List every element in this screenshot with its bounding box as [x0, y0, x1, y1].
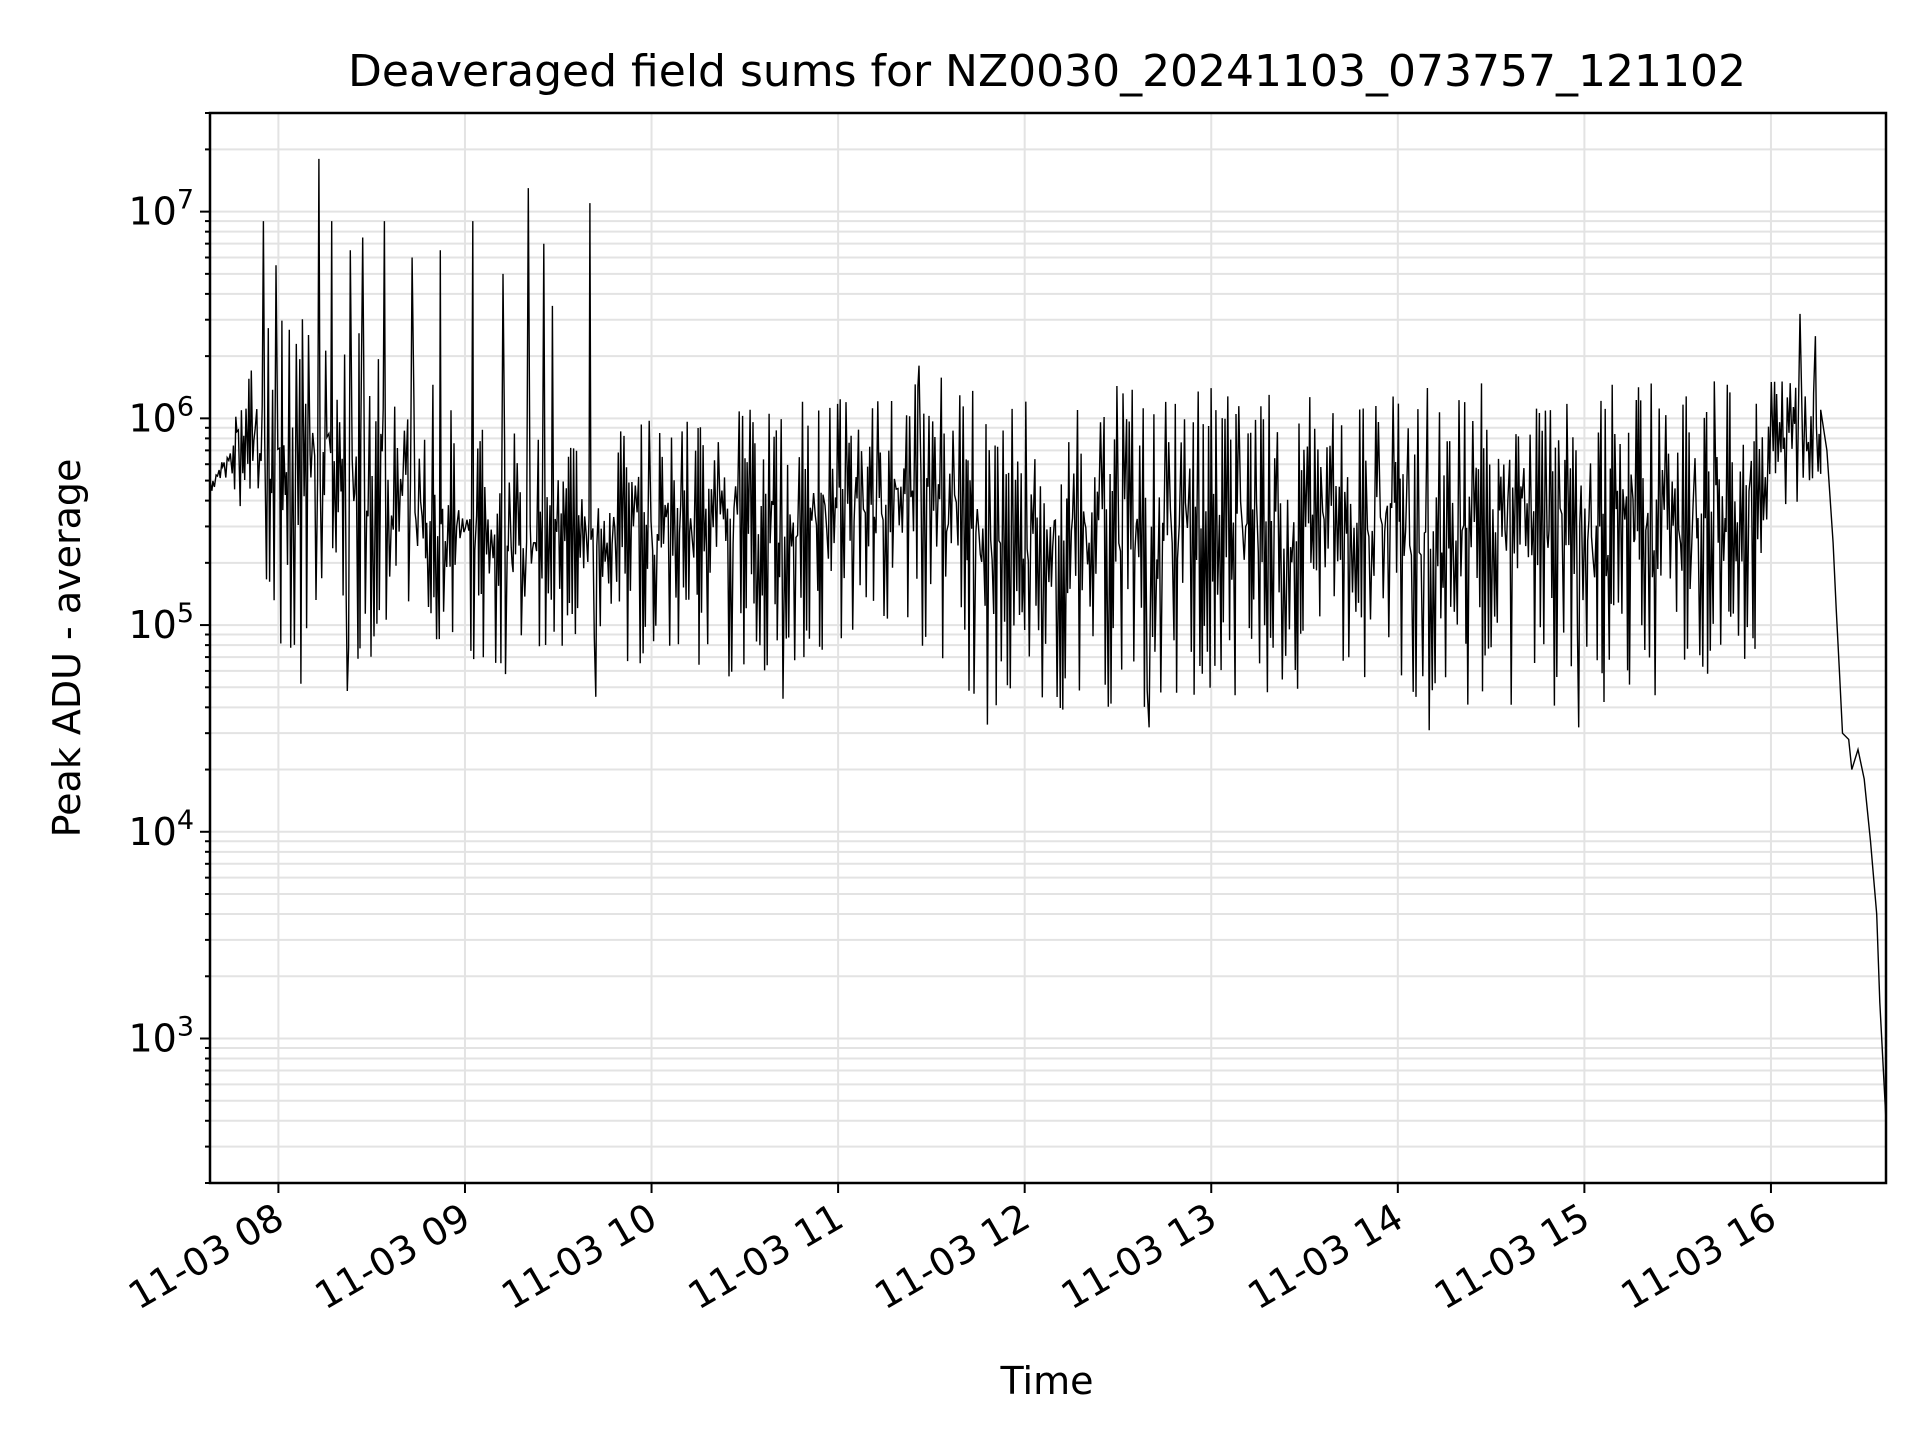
x-tick-label: 11-03 16 [1613, 1195, 1783, 1319]
x-axis-ticks: 11-03 08 11-03 09 11-03 10 11-03 11 11-03 12… [121, 1183, 1783, 1319]
y-tick-label: 106 [128, 391, 194, 440]
x-tick-label: 11-03 12 [867, 1195, 1037, 1319]
grid-lines [210, 112, 1886, 1184]
chart-title: Deaveraged field sums for NZ0030_2024110… [348, 46, 1746, 97]
y-axis-label: Peak ADU - average [45, 459, 89, 838]
x-tick-label: 11-03 09 [308, 1195, 478, 1319]
x-tick-label: 11-03 10 [494, 1195, 664, 1319]
x-tick-label: 11-03 08 [121, 1195, 291, 1319]
data-series-layer [209, 158, 1887, 1121]
y-tick-label: 105 [128, 598, 194, 647]
y-tick-label: 104 [128, 805, 194, 854]
y-axis-ticks: 103 104 105 106 107 [128, 112, 210, 1184]
plot-frame [208, 111, 1888, 1185]
y-tick-label: 107 [128, 185, 194, 234]
x-tick-label: 11-03 11 [681, 1195, 851, 1319]
y-tick-label: 103 [128, 1012, 194, 1061]
series-line [209, 158, 1887, 1121]
x-tick-label: 11-03 14 [1240, 1195, 1410, 1319]
x-axis-label: Time [1000, 1359, 1094, 1403]
x-tick-label: 11-03 13 [1054, 1195, 1224, 1319]
x-tick-label: 11-03 15 [1427, 1195, 1597, 1319]
